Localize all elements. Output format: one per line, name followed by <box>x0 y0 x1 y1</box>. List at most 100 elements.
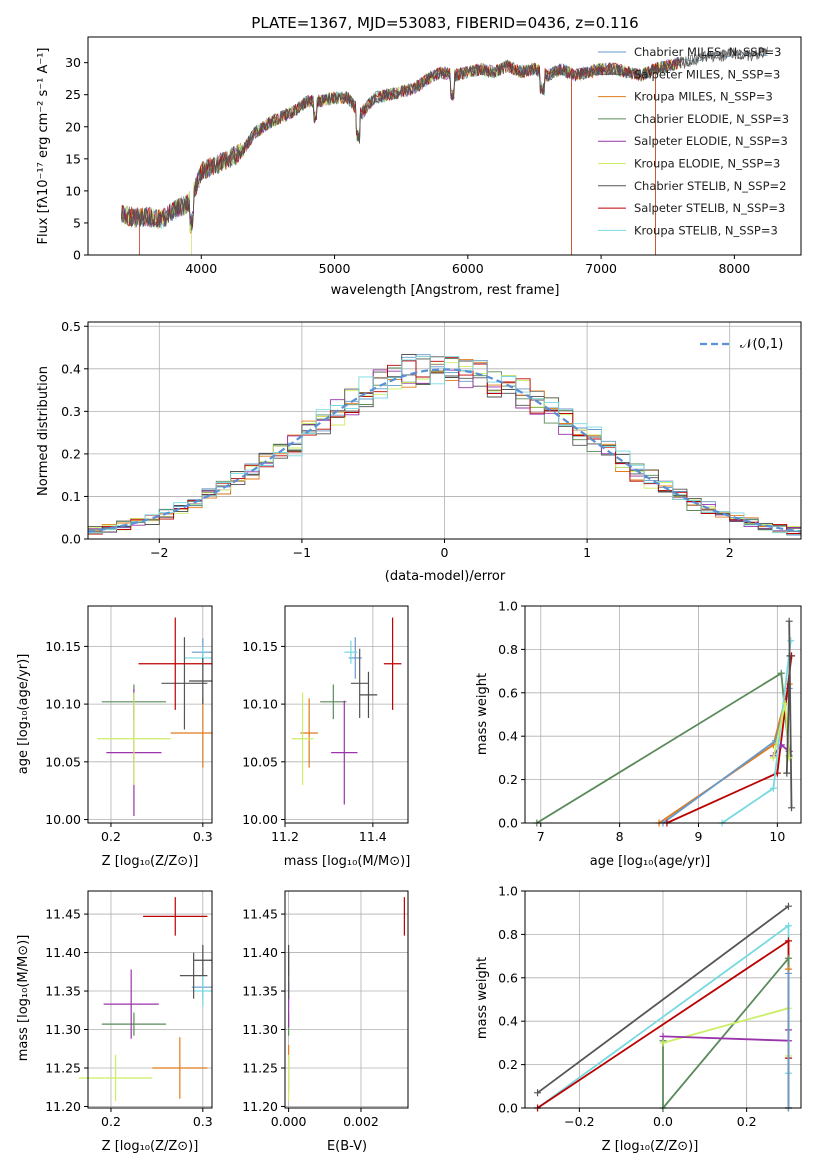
weight-age-ytick-label: 1.0 <box>498 599 518 614</box>
weight-z-series-1-marker <box>784 922 792 930</box>
weight-z-series-7-marker <box>784 969 792 977</box>
spectrum-legend-label-2: Kroupa MILES, N_SSP=3 <box>634 90 773 104</box>
weight-z-xtick-label: −0.2 <box>564 1114 594 1129</box>
weight-age-ytick-label: 0.4 <box>498 729 518 744</box>
residual-ytick-label: 0.2 <box>61 446 81 461</box>
spectrum-legend-label-4: Salpeter ELODIE, N_SSP=3 <box>634 134 788 148</box>
weight-age-series-7-marker <box>781 700 789 708</box>
spectrum-xtick-label: 5000 <box>319 261 351 276</box>
spectrum-xtick-label: 6000 <box>452 261 484 276</box>
mass-ebv-ytick-label: 11.40 <box>242 945 278 960</box>
mass-ebv-ytick-label: 11.45 <box>242 907 278 922</box>
weight-age-series-6-marker <box>788 804 796 812</box>
age-mass-xtick-label: 11.2 <box>271 829 299 844</box>
weight-age-xlabel: age [log₁₀(age/yr)] <box>590 854 711 869</box>
weight-age-ylabel: mass weight <box>475 673 490 755</box>
weight-z-series-5-marker <box>659 1032 667 1040</box>
spectrum-ytick-label: 20 <box>65 119 81 134</box>
mass-z-xlabel: Z [log₁₀(Z/Z⊙)] <box>102 1139 199 1154</box>
weight-z-series-3-marker <box>784 954 792 962</box>
age-mass-ytick-label: 10.05 <box>242 754 278 769</box>
weight-z-ytick-label: 0.4 <box>498 1014 518 1029</box>
weight-age-ytick-label: 0.6 <box>498 685 518 700</box>
weight-z-ytick-label: 0.2 <box>498 1057 518 1072</box>
mass-ebv-xtick-label: 0.002 <box>343 1114 379 1129</box>
spectrum-legend-label-7: Salpeter STELIB, N_SSP=3 <box>634 201 785 215</box>
age-z-xlabel: Z [log₁₀(Z/Z⊙)] <box>102 854 199 869</box>
weight-z-ytick-label: 1.0 <box>498 884 518 899</box>
weight-age-xtick-label: 8 <box>616 829 624 844</box>
weight-z-ytick-label: 0.8 <box>498 927 518 942</box>
mass-ebv-frame <box>284 890 409 1109</box>
residual-xtick-label: −2 <box>150 545 168 560</box>
legend-normal-label: 𝒩(0,1) <box>740 337 783 352</box>
mass-z-ytick-label: 11.40 <box>45 945 81 960</box>
mass-ebv-ytick-label: 11.35 <box>242 984 278 999</box>
age-mass-xlabel: mass [log₁₀(M/M⊙)] <box>284 854 411 869</box>
spectrum-xlabel: wavelength [Angstrom, rest frame] <box>331 283 560 298</box>
weight-z-series-0 <box>536 905 790 1094</box>
mass-z-ytick-label: 11.25 <box>45 1060 81 1075</box>
age-mass-ytick-label: 10.10 <box>242 697 278 712</box>
mass-z-xtick-label: 0.2 <box>101 1114 121 1129</box>
weight-z-xtick-label: 0.2 <box>737 1114 757 1129</box>
spectrum-legend-label-8: Kroupa STELIB, N_SSP=3 <box>634 223 778 237</box>
weight-age-ytick-label: 0.2 <box>498 772 518 787</box>
age-z-ytick-label: 10.10 <box>45 697 81 712</box>
residual-xtick-label: 2 <box>726 545 734 560</box>
age-mass-frame <box>284 605 409 824</box>
age-z-xtick-label: 0.2 <box>101 829 121 844</box>
weight-age-series-8-marker <box>783 769 791 777</box>
spectrum-ylabel: Flux [fλ10⁻¹⁷ erg cm⁻² s⁻¹ A⁻¹] <box>36 48 51 245</box>
spectrum-title: PLATE=1367, MJD=53083, FIBERID=0436, z=0… <box>251 14 638 32</box>
mass-ebv-xlabel: E(B-V) <box>327 1139 367 1154</box>
spectrum-frame <box>87 36 802 256</box>
mass-z-frame <box>87 890 213 1109</box>
weight-age-series-6-marker <box>785 617 793 625</box>
mass-z-ytick-label: 11.30 <box>45 1022 81 1037</box>
mass-ebv-ytick-label: 11.25 <box>242 1060 278 1075</box>
spectrum-legend-label-1: Salpeter MILES, N_SSP=3 <box>634 67 780 81</box>
spectrum-ytick-label: 15 <box>65 151 81 166</box>
weight-age-xtick-label: 7 <box>537 829 545 844</box>
age-mass-ytick-label: 10.00 <box>242 812 278 827</box>
age-mass-xtick-label: 11.4 <box>359 829 387 844</box>
age-z-ytick-label: 10.00 <box>45 812 81 827</box>
mass-z-ytick-label: 11.45 <box>45 907 81 922</box>
age-z-ylabel: age [log₁₀(age/yr)] <box>16 654 31 775</box>
residual-ytick-label: 0.3 <box>61 404 81 419</box>
spectrum-xtick-label: 7000 <box>585 261 617 276</box>
mass-z-ytick-label: 11.20 <box>45 1099 81 1114</box>
weight-age-frame <box>524 605 802 824</box>
age-z-frame <box>87 605 213 824</box>
weight-age-series-8-marker <box>786 652 794 660</box>
weight-z-series-2-marker <box>784 937 792 945</box>
residual-ytick-label: 0.5 <box>61 319 81 334</box>
weight-z-ytick-label: 0.0 <box>498 1101 518 1116</box>
weight-age-xtick-label: 10 <box>769 829 785 844</box>
spectrum-legend-label-3: Chabrier ELODIE, N_SSP=3 <box>634 112 789 126</box>
residual-xtick-label: −1 <box>293 545 311 560</box>
spectrum-ytick-label: 5 <box>73 215 81 230</box>
weight-z-series-0-marker <box>534 1089 542 1097</box>
weight-z-xtick-label: 0.0 <box>653 1114 673 1129</box>
residual-frame <box>87 321 802 540</box>
residual-xtick-label: 1 <box>583 545 591 560</box>
residual-xlabel: (data-model)/error <box>385 569 506 584</box>
residual-ytick-label: 0.1 <box>61 489 81 504</box>
mass-z-ylabel: mass [log₁₀(M/M⊙)] <box>16 935 31 1062</box>
weight-z-ylabel: mass weight <box>475 957 490 1039</box>
mass-ebv-ytick-label: 11.30 <box>242 1022 278 1037</box>
age-mass-ytick-label: 10.15 <box>242 639 278 654</box>
spectrum-xtick-label: 8000 <box>718 261 750 276</box>
age-z-xtick-label: 0.3 <box>193 829 213 844</box>
spectrum-legend-label-6: Chabrier STELIB, N_SSP=2 <box>634 179 786 193</box>
residual-normal-curve <box>87 368 802 533</box>
weight-z-series-0-marker <box>784 902 792 910</box>
spectrum-ytick-label: 25 <box>65 87 81 102</box>
spectrum-series-6 <box>120 47 768 228</box>
weight-z-ytick-label: 0.6 <box>498 970 518 985</box>
weight-age-series-8 <box>785 655 791 774</box>
mass-z-ytick-label: 11.35 <box>45 984 81 999</box>
